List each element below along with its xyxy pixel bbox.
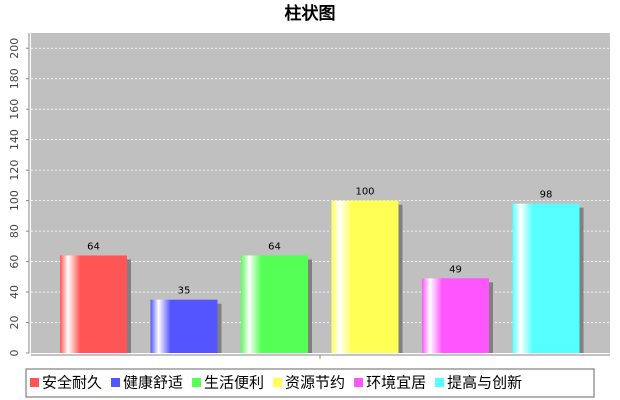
y-tick-label: 120 — [8, 160, 21, 181]
legend — [25, 368, 595, 398]
legend-swatch — [192, 378, 202, 387]
legend-swatch — [273, 378, 283, 387]
y-tick-label: 20 — [8, 316, 21, 330]
y-tick-label: 140 — [8, 129, 21, 150]
legend-label: 资源节约 — [285, 374, 345, 392]
chart-title: 柱状图 — [285, 3, 336, 24]
value-label: 35 — [178, 286, 191, 297]
legend-label: 环境宜居 — [366, 374, 426, 392]
y-tick-label: 0 — [8, 350, 21, 357]
value-label: 64 — [87, 241, 100, 252]
bar — [331, 200, 399, 353]
bar — [512, 203, 580, 353]
legend-swatch — [111, 378, 121, 387]
bar — [60, 255, 127, 353]
value-label: 64 — [268, 241, 281, 252]
bar — [422, 278, 489, 353]
legend-swatch — [354, 378, 364, 387]
legend-swatch — [30, 378, 39, 387]
y-tick-label: 80 — [8, 224, 21, 238]
legend-swatch — [435, 378, 445, 387]
legend-label: 安全耐久 — [42, 374, 102, 392]
value-label: 98 — [540, 190, 553, 201]
legend-label: 生活便利 — [204, 374, 264, 392]
value-label: 100 — [355, 187, 374, 198]
value-label: 49 — [449, 264, 462, 275]
y-tick-label: 60 — [8, 255, 21, 269]
bar — [150, 299, 218, 353]
bar — [241, 255, 308, 353]
legend-label: 健康舒适 — [123, 374, 183, 392]
y-tick-label: 100 — [8, 190, 21, 211]
y-tick-label: 180 — [8, 68, 21, 89]
legend-label: 提高与创新 — [447, 374, 522, 392]
y-tick-label: 200 — [8, 38, 21, 59]
y-tick-label: 40 — [8, 285, 21, 299]
y-tick-label: 160 — [8, 99, 21, 120]
